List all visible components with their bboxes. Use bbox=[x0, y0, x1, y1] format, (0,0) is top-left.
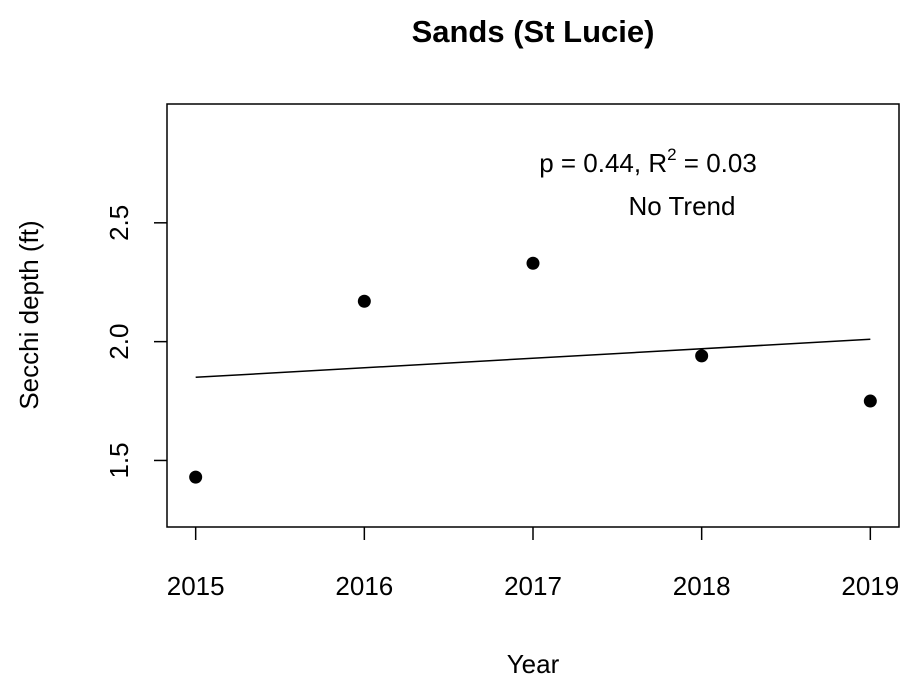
y-tick-label: 1.5 bbox=[104, 442, 134, 478]
data-point bbox=[357, 294, 371, 308]
trend-line bbox=[195, 338, 871, 379]
y-axis-label: Secchi depth (ft) bbox=[14, 220, 44, 409]
data-point bbox=[863, 394, 877, 408]
x-tick-label: 2015 bbox=[167, 571, 225, 601]
y-tick-label: 2.0 bbox=[104, 324, 134, 360]
x-tick-label: 2017 bbox=[504, 571, 562, 601]
trend-label: No Trend bbox=[629, 191, 736, 221]
annotation: p = 0.44, R2 = 0.03 bbox=[539, 145, 757, 178]
data-point bbox=[695, 349, 709, 363]
y-tick-label: 2.5 bbox=[104, 205, 134, 241]
data-point bbox=[189, 470, 203, 484]
data-point bbox=[526, 256, 540, 270]
annotation-text: = 0.03 bbox=[677, 148, 757, 178]
annotation-text: p = 0.44, R bbox=[539, 148, 667, 178]
x-tick-label: 2016 bbox=[335, 571, 393, 601]
x-tick-label: 2019 bbox=[841, 571, 899, 601]
annotation-sup: 2 bbox=[667, 145, 676, 164]
x-axis-label: Year bbox=[507, 649, 560, 679]
chart-title: Sands (St Lucie) bbox=[412, 14, 655, 49]
x-tick-label: 2018 bbox=[673, 571, 731, 601]
